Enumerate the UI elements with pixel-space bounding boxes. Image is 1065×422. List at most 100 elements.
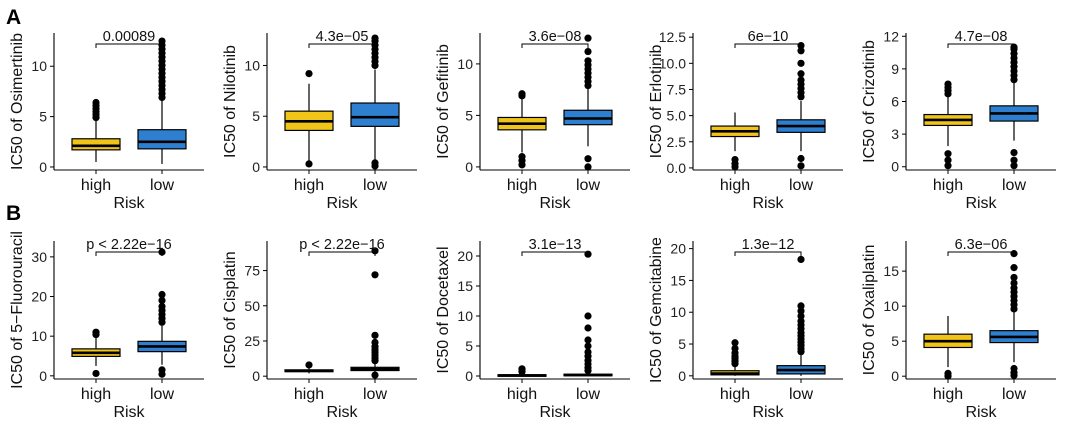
y-tick-label: 30 [31, 249, 47, 265]
y-tick-label: 0 [891, 368, 899, 384]
outlier-point [305, 160, 313, 168]
outlier-point [158, 366, 166, 374]
x-tick-label-high: high [507, 177, 537, 194]
significance-bracket [734, 43, 802, 48]
chart-panel-3: 0 5 10 high low Risk IC50 of Gefitinib 3.6e−08 [435, 29, 630, 212]
chart-panel-6: 0 10 20 30 high low Risk IC50 of 5−Fluorouracil… [9, 231, 204, 421]
x-tick-label-high: high [720, 177, 750, 194]
box-low [350, 102, 400, 127]
x-axis-title: Risk [539, 195, 571, 212]
outlier-point [797, 312, 805, 320]
x-tick-label-low: low [1002, 386, 1026, 403]
plots-grid: 0 5 10 high low Risk IC50 of Osimertinib 0.0008… [9, 28, 1056, 421]
outlier-point [797, 255, 805, 264]
y-tick-label: 10 [31, 328, 47, 344]
x-tick-label-high: high [294, 386, 324, 403]
outlier-point [584, 312, 592, 320]
x-tick-label-low: low [576, 177, 600, 194]
y-tick-label: 10.0 [659, 55, 686, 71]
chart-panel-10: 0 5 10 15 high low Risk IC50 of Oxaliplatin 6.3e… [861, 237, 1056, 421]
y-tick-label: 0.0 [667, 160, 687, 176]
outlier-point [92, 328, 100, 336]
outlier-point [371, 247, 379, 255]
y-tick-label: 5 [891, 333, 899, 349]
outlier-point [158, 296, 166, 305]
y-tick-label: 12 [883, 28, 899, 44]
outlier-point [944, 150, 952, 158]
p-value-label: 6e−10 [748, 29, 789, 45]
x-axis-title: Risk [965, 195, 997, 212]
significance-bracket [95, 43, 163, 48]
x-tick-label-high: high [933, 386, 963, 403]
outlier-point [518, 90, 526, 98]
outlier-point [584, 34, 592, 42]
outlier-point [158, 302, 166, 311]
significance-bracket [947, 251, 1015, 256]
y-tick-label: 5 [465, 107, 473, 123]
y-tick-label: 20 [31, 289, 47, 305]
significance-bracket [308, 43, 376, 48]
y-tick-label: 0 [252, 159, 260, 175]
y-tick-label: 15 [457, 278, 473, 294]
outlier-point [584, 47, 592, 56]
x-tick-label-low: low [150, 386, 174, 403]
x-axis-title: Risk [113, 404, 145, 421]
outlier-point [797, 162, 805, 170]
p-value-label: 4.3e−05 [316, 29, 369, 45]
outlier-point [731, 155, 739, 164]
outlier-point [1010, 279, 1018, 287]
y-tick-label: 20 [670, 241, 686, 257]
x-tick-label-low: low [789, 386, 813, 403]
y-tick-label: 3 [891, 126, 899, 142]
outlier-point [797, 47, 805, 55]
y-tick-label: 7.5 [667, 81, 687, 97]
x-axis-title: Risk [113, 195, 145, 212]
y-tick-label: 9 [891, 61, 899, 77]
y-tick-label: 0 [678, 368, 686, 384]
outlier-point [158, 37, 166, 45]
y-tick-label: 5 [39, 109, 47, 125]
p-value-label: p < 2.22e−16 [299, 237, 384, 253]
chart-panel-5: 0 3 6 9 12 high low Risk IC50 of Crizotinib 4.7e−… [861, 28, 1056, 212]
outlier-point [1010, 149, 1018, 157]
x-axis-title: Risk [752, 404, 784, 421]
p-value-label: 3.1e−13 [529, 237, 582, 253]
outlier-point [797, 154, 805, 163]
outlier-point [797, 76, 805, 84]
chart-panel-4: 0.0 2.5 5.0 7.5 10.0 12.5 high low Risk IC50 of E… [648, 29, 843, 212]
x-tick-label-high: high [720, 386, 750, 403]
x-tick-label-low: low [1002, 177, 1026, 194]
chart-panel-2: 0 5 10 high low Risk IC50 of Nilotinib 4.3e−05 [222, 29, 417, 212]
outlier-point [584, 348, 592, 356]
outlier-point [584, 163, 592, 171]
outlier-point [1010, 156, 1018, 164]
x-axis-title: Risk [326, 404, 358, 421]
p-value-label: 0.00089 [103, 29, 155, 45]
chart-panel-1: 0 5 10 high low Risk IC50 of Osimertinib 0.0008… [9, 29, 204, 212]
y-tick-label: 15 [883, 263, 899, 279]
box-low [137, 129, 187, 150]
significance-bracket [947, 43, 1015, 48]
y-tick-label: 20 [457, 248, 473, 264]
box-high [71, 138, 121, 151]
outlier-point [944, 162, 952, 170]
outlier-point [584, 336, 592, 344]
significance-bracket [734, 251, 802, 256]
y-tick-label: 10 [457, 56, 473, 72]
x-tick-label-high: high [81, 177, 111, 194]
y-tick-label: 75 [244, 263, 260, 279]
outlier-point [371, 159, 379, 167]
y-axis-title: IC50 of Crizotinib [861, 40, 878, 163]
outlier-point [1010, 264, 1018, 272]
y-tick-label: 10 [244, 57, 260, 73]
x-tick-label-low: low [363, 177, 387, 194]
y-axis-title: IC50 of Docetaxel [435, 246, 452, 373]
outlier-point [1010, 364, 1018, 373]
y-tick-label: 10 [883, 298, 899, 314]
outlier-point [92, 98, 100, 107]
significance-bracket [521, 251, 589, 256]
x-tick-label-low: low [789, 177, 813, 194]
y-axis-title: IC50 of Cisplatin [222, 251, 239, 368]
outlier-point [371, 271, 379, 279]
y-tick-label: 25 [244, 333, 260, 349]
